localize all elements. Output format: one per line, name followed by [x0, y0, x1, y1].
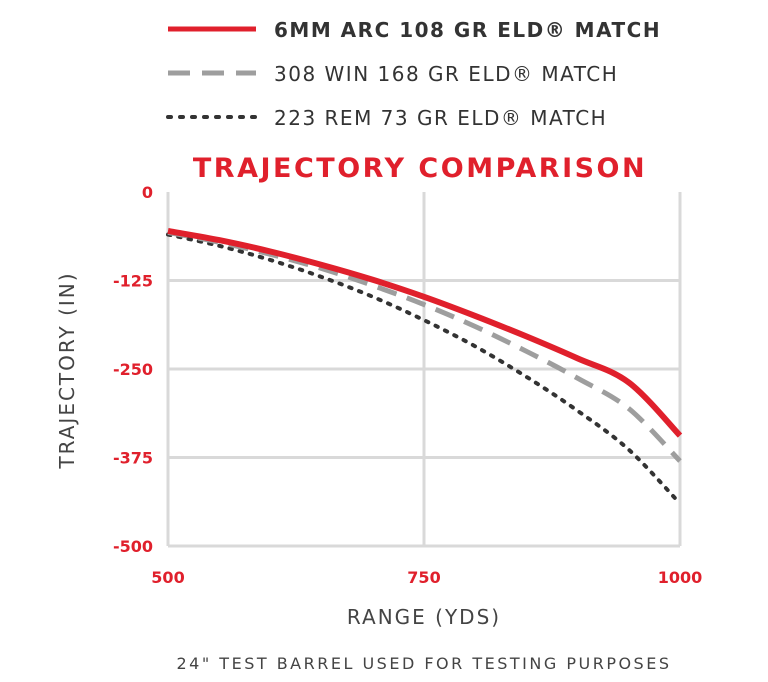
legend-label-223-rem: 223 REM 73 GR ELD® MATCH: [274, 106, 607, 130]
y-tick-label: -125: [113, 272, 153, 291]
y-tick-label: -375: [113, 449, 153, 468]
x-tick-label: 500: [151, 568, 184, 587]
footnote: 24" TEST BARREL USED FOR TESTING PURPOSE…: [177, 654, 672, 673]
legend: 6MM ARC 108 GR ELD® MATCH 308 WIN 168 GR…: [166, 18, 661, 130]
legend-label-6mm-arc: 6MM ARC 108 GR ELD® MATCH: [274, 18, 661, 42]
x-tick-label: 750: [407, 568, 440, 587]
series-line-6mm-arc: [167, 227, 683, 438]
series-lines: [166, 227, 683, 506]
x-tick-labels: 500 750 1000: [151, 568, 702, 587]
x-tick-label: 1000: [658, 568, 703, 587]
chart-title: TRAJECTORY COMPARISON: [193, 153, 647, 184]
y-tick-labels: 0 -125 -250 -375 -500: [113, 183, 153, 556]
y-tick-label: -250: [113, 360, 153, 379]
legend-label-308-win: 308 WIN 168 GR ELD® MATCH: [274, 62, 618, 86]
grid: [166, 192, 682, 548]
x-axis-label: RANGE (YDS): [347, 605, 501, 629]
y-axis-label: TRAJECTORY (IN): [55, 271, 79, 469]
y-tick-label: -500: [113, 537, 153, 556]
series-line-308-win: [167, 229, 682, 463]
y-tick-label: 0: [142, 183, 153, 202]
